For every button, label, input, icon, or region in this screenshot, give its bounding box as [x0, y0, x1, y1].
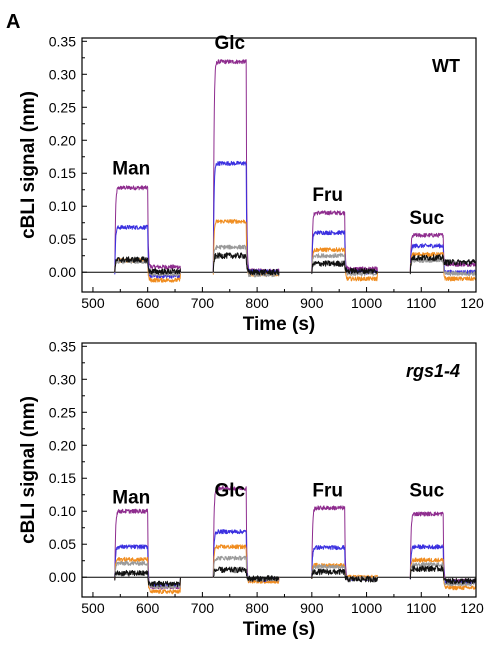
trace-group	[114, 485, 476, 595]
series-line-3	[114, 544, 476, 595]
x-tick-label: 1100	[406, 600, 436, 616]
series-line-5	[114, 565, 476, 588]
segment-label-glc: Glc	[214, 33, 245, 54]
x-tick-label: 1200	[460, 600, 484, 616]
series-line-1	[114, 59, 476, 274]
y-axis-title: cBLI signal (nm)	[18, 396, 39, 544]
series-line-2	[114, 529, 476, 588]
segment-label-man: Man	[112, 487, 150, 508]
plot-frame	[81, 342, 477, 598]
x-tick-label: 500	[81, 600, 105, 616]
segment-label-glc: Glc	[214, 481, 245, 502]
condition-label: rgs1-4	[406, 361, 460, 381]
y-tick-label: 0.15	[49, 470, 76, 486]
panel-letter: A	[6, 11, 20, 33]
x-tick-label: 1200	[460, 295, 484, 311]
x-tick-label: 1000	[351, 295, 382, 311]
plot-frame	[81, 37, 477, 293]
x-tick-label: 1100	[406, 295, 436, 311]
y-tick-label: 0.05	[49, 536, 76, 552]
x-axis-title: Time (s)	[243, 314, 316, 335]
y-tick-label: 0.15	[49, 165, 76, 181]
y-tick-label: 0.30	[49, 371, 76, 387]
segment-label-fru: Fru	[312, 185, 343, 206]
x-tick-label: 1000	[351, 600, 382, 616]
y-tick-label: 0.00	[49, 569, 76, 585]
x-tick-label: 700	[191, 295, 215, 311]
chart-panel-wt: 0.00 0.05 0.10 0.15 0.20 0.25 0.30 0.35 500 600 70…	[18, 33, 484, 335]
series-line-2	[114, 160, 476, 279]
y-tick-label: 0.00	[49, 264, 76, 280]
series-line-4	[114, 555, 476, 590]
y-axis-title: cBLI signal (nm)	[18, 91, 39, 239]
y-tick-label: 0.05	[49, 231, 76, 247]
chart-panel-rgs1-4: 0.00 0.05 0.10 0.15 0.20 0.25 0.30 0.35 500 600 70…	[18, 338, 484, 640]
x-tick-label: 900	[300, 600, 324, 616]
y-tick-label: 0.10	[49, 198, 76, 214]
y-tick-label: 0.10	[49, 503, 76, 519]
segment-label-man: Man	[112, 159, 150, 180]
x-axis-title: Time (s)	[243, 619, 316, 640]
x-tick-label: 600	[136, 295, 160, 311]
y-tick-label: 0.35	[49, 338, 76, 354]
series-line-1	[114, 485, 476, 590]
y-tick-label: 0.25	[49, 404, 76, 420]
x-tick-label: 900	[300, 295, 324, 311]
x-tick-label: 700	[191, 600, 215, 616]
y-tick-label: 0.25	[49, 99, 76, 115]
x-tick-label: 500	[81, 295, 105, 311]
condition-label: WT	[432, 56, 460, 76]
y-tick-label: 0.20	[49, 132, 76, 148]
y-tick-label: 0.30	[49, 66, 76, 82]
x-tick-label: 800	[245, 600, 269, 616]
y-tick-label: 0.35	[49, 33, 76, 49]
segment-label-suc: Suc	[409, 481, 444, 502]
segment-label-suc: Suc	[409, 208, 444, 229]
x-tick-label: 800	[245, 295, 269, 311]
segment-label-fru: Fru	[312, 481, 343, 502]
y-tick-label: 0.20	[49, 437, 76, 453]
series-line-5	[114, 252, 476, 276]
trace-group	[114, 59, 476, 283]
x-tick-label: 600	[136, 600, 160, 616]
